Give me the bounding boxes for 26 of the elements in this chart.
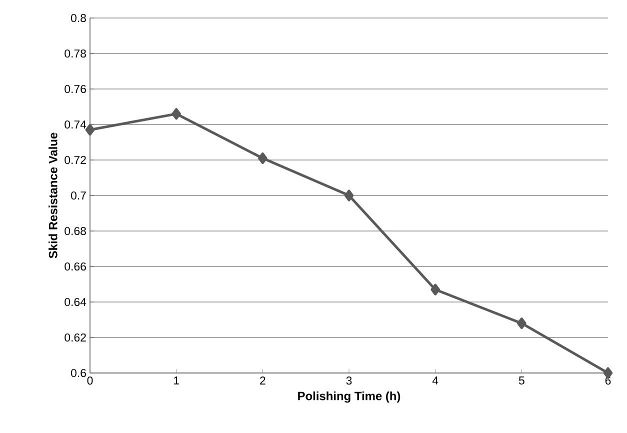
y-tick-label: 0.62 bbox=[64, 333, 86, 342]
y-tick-label: 0.8 bbox=[71, 14, 86, 22]
y-tick-label: 0.78 bbox=[64, 49, 86, 58]
y-tick-label: 0.7 bbox=[71, 191, 86, 200]
point bbox=[517, 318, 526, 330]
x-tick-label: 3 bbox=[346, 376, 352, 385]
x-tick-label: 1 bbox=[174, 376, 179, 384]
x-tick-label: 4 bbox=[432, 376, 438, 384]
point bbox=[430, 284, 440, 296]
point bbox=[85, 124, 95, 136]
x-tick-label: 2 bbox=[260, 376, 266, 385]
y-tick-label: 0.74 bbox=[64, 120, 86, 129]
y-tick-label: 0.66 bbox=[64, 262, 86, 271]
x-tick-label: 0 bbox=[87, 376, 93, 385]
point bbox=[172, 108, 181, 120]
x-axis-title: Polishing Time (h) bbox=[298, 391, 400, 403]
point bbox=[603, 367, 613, 379]
y-tick-label: 0.64 bbox=[64, 298, 86, 306]
y-tick-label: 0.68 bbox=[64, 226, 86, 236]
x-tick-label: 5 bbox=[518, 376, 524, 385]
point bbox=[344, 190, 354, 202]
point bbox=[258, 152, 268, 164]
y-tick-label: 0.76 bbox=[64, 84, 86, 94]
y-axis-title: Skid Resistance Value bbox=[48, 132, 58, 258]
y-tick-label: 0.6 bbox=[71, 368, 86, 378]
y-tick-label: 0.72 bbox=[64, 156, 86, 164]
